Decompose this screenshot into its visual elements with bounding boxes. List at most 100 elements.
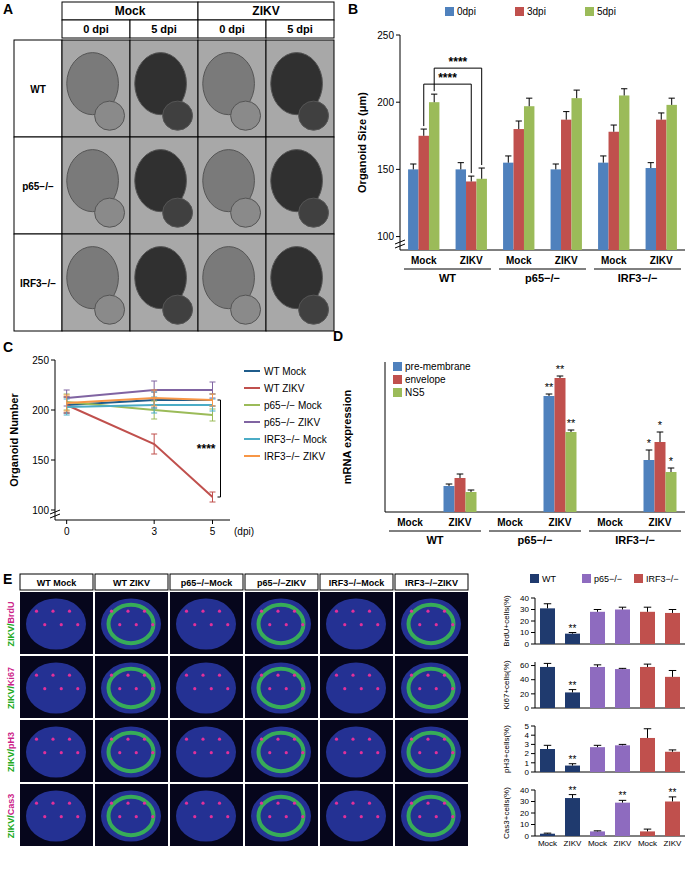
significance: * xyxy=(669,455,674,467)
marker-stain xyxy=(351,738,354,741)
marker-stain xyxy=(343,687,346,690)
y-tick xyxy=(51,460,55,461)
marker-stain xyxy=(368,674,371,677)
marker-stain xyxy=(226,751,229,754)
error-bar xyxy=(457,474,464,478)
marker-stain xyxy=(210,687,213,690)
marker-stain xyxy=(443,802,446,805)
y-tick-label: 60 xyxy=(520,661,529,670)
marker-stain xyxy=(218,674,221,677)
legend-swatch xyxy=(244,387,260,389)
nuclei xyxy=(401,790,461,841)
marker-stain xyxy=(110,610,113,613)
y-axis xyxy=(385,362,386,512)
x-axis xyxy=(535,644,685,645)
marker-stain xyxy=(210,751,213,754)
x-tick-label: ZIKV xyxy=(650,255,673,266)
row-label: ZIKV/Ki67 xyxy=(6,667,16,709)
y-tick xyxy=(396,169,400,170)
organoid xyxy=(231,295,261,324)
marker-stain xyxy=(51,802,54,805)
bar xyxy=(456,169,466,250)
stain: ZIKV/ xyxy=(6,623,16,647)
bar xyxy=(666,105,676,250)
bar xyxy=(444,486,455,512)
y-tick xyxy=(531,621,535,622)
bar xyxy=(571,98,581,250)
marker-stain xyxy=(43,751,46,754)
bar xyxy=(609,132,619,250)
bar xyxy=(646,168,656,250)
nuclei xyxy=(176,790,236,841)
x-axis xyxy=(535,772,685,773)
header-box xyxy=(198,2,334,20)
legend-label: 5dpi xyxy=(597,6,616,17)
error-bar xyxy=(600,156,606,163)
marker-stain xyxy=(293,802,296,805)
line xyxy=(67,402,213,415)
column-label: p65−/−Mock xyxy=(181,578,234,588)
marker-stain xyxy=(35,610,38,613)
error-bar xyxy=(410,164,416,169)
bar xyxy=(590,667,605,708)
marker-stain xyxy=(376,687,379,690)
error-bar xyxy=(546,394,553,396)
nuclei xyxy=(401,598,461,649)
bar xyxy=(476,179,486,250)
marker-stain xyxy=(343,623,346,626)
marker-stain xyxy=(51,674,54,677)
y-tick xyxy=(531,726,535,727)
error-bar xyxy=(557,376,564,378)
micrograph xyxy=(95,720,168,782)
micrograph xyxy=(170,784,243,846)
x-tick-label: Mock xyxy=(397,517,423,528)
marker-stain xyxy=(360,623,363,626)
marker-stain xyxy=(226,687,229,690)
bar xyxy=(540,749,555,772)
marker-stain xyxy=(185,610,188,613)
micrograph xyxy=(320,656,393,718)
marker-stain xyxy=(126,674,129,677)
marker-stain xyxy=(343,751,346,754)
y-axis xyxy=(400,35,401,250)
marker-stain xyxy=(418,623,421,626)
bar xyxy=(394,512,405,513)
x-tick-label: Mock xyxy=(597,517,623,528)
axis-break xyxy=(395,240,405,248)
marker-stain xyxy=(135,623,138,626)
micrograph xyxy=(266,234,334,331)
nuclei xyxy=(401,662,461,713)
micrograph xyxy=(395,656,468,718)
marker-stain xyxy=(443,610,446,613)
error-bar xyxy=(563,112,569,120)
marker-stain xyxy=(185,674,188,677)
bar xyxy=(619,95,629,250)
virus-stain xyxy=(259,669,304,707)
y-tick-label: 20 xyxy=(520,617,529,626)
bar xyxy=(666,472,677,512)
error-bar xyxy=(619,744,627,746)
virus-stain xyxy=(259,797,304,835)
column-label: WT ZIKV xyxy=(113,578,150,588)
marker-stain xyxy=(218,738,221,741)
error-bar xyxy=(468,490,475,492)
y-tick-label: 200 xyxy=(377,97,394,108)
virus-stain xyxy=(109,797,154,835)
marker-stain xyxy=(35,802,38,805)
bar xyxy=(524,106,534,250)
error-bar xyxy=(594,665,602,667)
marker-stain xyxy=(276,674,279,677)
column-label: p65−/−ZIKV xyxy=(257,578,306,588)
group-rule xyxy=(404,269,491,270)
legend-swatch xyxy=(515,7,524,16)
y-tick xyxy=(531,665,535,666)
marker-stain xyxy=(68,738,71,741)
x-axis xyxy=(55,520,230,521)
marker-stain xyxy=(351,802,354,805)
micrograph xyxy=(266,137,334,234)
y-tick-label: 0 xyxy=(525,704,530,713)
marker-stain xyxy=(376,623,379,626)
error-bar xyxy=(574,90,580,98)
marker-stain xyxy=(110,674,113,677)
error-bar xyxy=(669,98,675,105)
